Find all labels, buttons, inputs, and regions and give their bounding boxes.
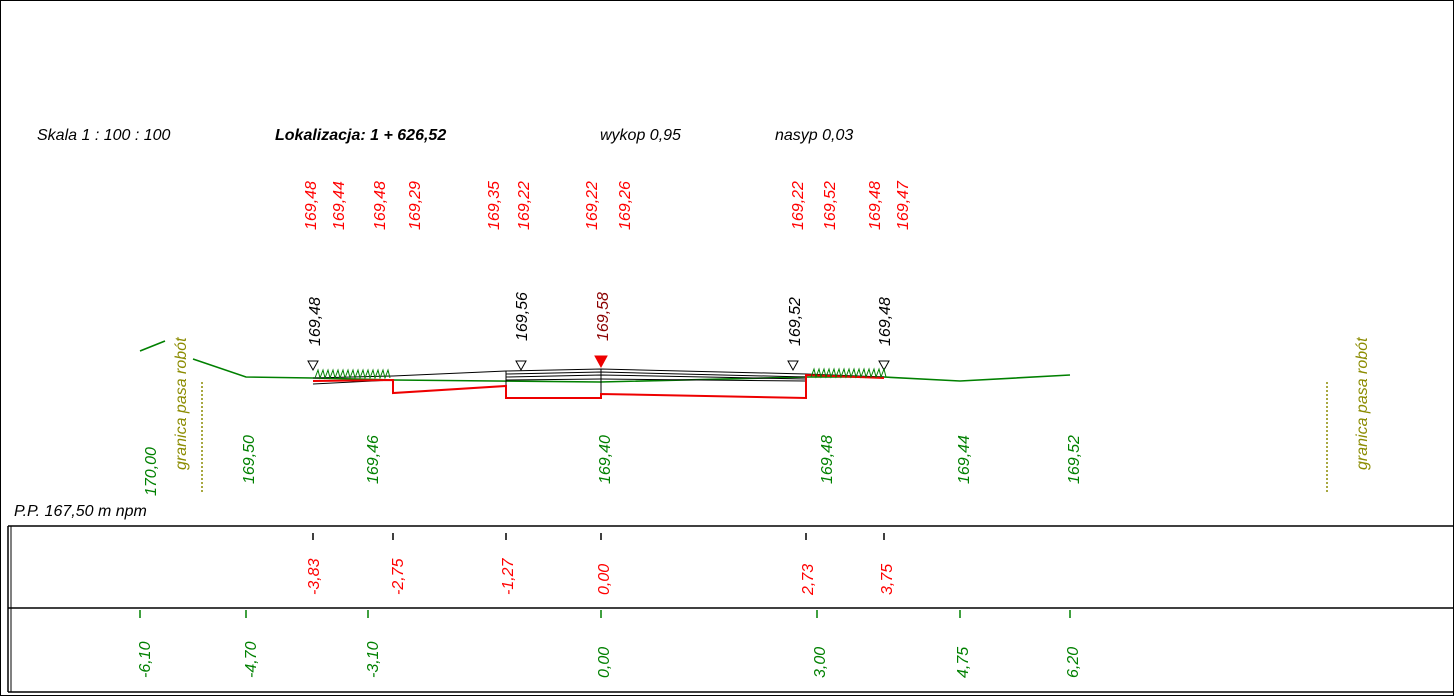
design-offset: -1,27: [500, 557, 517, 595]
terrain-offset-ticks: [139, 610, 1071, 618]
design-elevation: 169,26: [617, 181, 634, 230]
terrain-offset: 3,00: [812, 647, 829, 678]
design-offset: -2,75: [390, 558, 407, 595]
design-elevation: 169,48: [303, 181, 320, 230]
scale-label: Skala 1 : 100 : 100: [37, 127, 171, 144]
design-offset: 2,73: [800, 564, 817, 596]
design-elevation: 169,22: [584, 181, 601, 230]
offset-table: [7, 525, 1454, 693]
design-elevation: 169,22: [790, 181, 807, 230]
terrain-line: [192, 358, 1071, 383]
design-elevation: 169,44: [331, 181, 348, 230]
design-offset: -3,83: [306, 558, 323, 595]
location-label: Lokalizacja: 1 + 626,52: [275, 127, 446, 144]
terrain-elevation: 170,00: [143, 447, 160, 496]
design-elevation: 169,47: [895, 180, 912, 230]
design-elevation: 169,35: [486, 181, 503, 230]
design-elevation: 169,48: [867, 181, 884, 230]
terrain-elevation: 169,44: [956, 435, 973, 484]
point-elevation: 169,52: [787, 297, 804, 346]
design-offset: 3,75: [879, 564, 896, 595]
cut-label: wykop 0,95: [600, 127, 681, 144]
terrain-offset: 0,00: [596, 647, 613, 678]
design-elevation: 169,52: [822, 181, 839, 230]
design-elevation: 169,48: [372, 181, 389, 230]
terrain-elevation: 169,46: [365, 435, 382, 484]
terrain-offset: -6,10: [137, 641, 154, 678]
terrain-elevation: 169,40: [597, 435, 614, 484]
terrain-offset: 4,75: [955, 647, 972, 678]
point-elevation-axis: 169,58: [595, 292, 612, 341]
work-boundary-label-right: granica pasa robót: [1354, 337, 1371, 470]
terrain-slope-mark: [139, 340, 166, 352]
elevation-markers: [307, 355, 890, 372]
design-elevations: 169,48 169,44 169,48 169,29 169,35 169,2…: [303, 180, 912, 230]
work-boundary-label-left: granica pasa robót: [173, 337, 190, 470]
design-offset-ticks: [312, 533, 885, 540]
point-elevation: 169,56: [514, 292, 531, 341]
design-elevation: 169,22: [516, 181, 533, 230]
design-offset: 0,00: [596, 564, 613, 595]
terrain-elevation: 169,52: [1066, 435, 1083, 484]
terrain-elevation: 169,50: [241, 435, 258, 484]
design-elevation: 169,29: [407, 181, 424, 230]
terrain-offset: -4,70: [243, 641, 260, 678]
open-triangle-marker: [515, 360, 527, 372]
open-triangle-marker: [878, 360, 890, 372]
grass-hatching: [314, 367, 887, 380]
point-elevation: 169,48: [877, 297, 894, 346]
terrain-elevations: 170,00 169,50 169,46 169,40 169,48 169,4…: [143, 435, 1083, 496]
terrain-offsets: -6,10 -4,70 -3,10 0,00 3,00 4,75 6,20: [137, 641, 1082, 678]
terrain-offset: 6,20: [1065, 647, 1082, 678]
open-triangle-marker: [787, 360, 799, 372]
point-elevation: 169,48: [307, 297, 324, 346]
datum-label: P.P. 167,50 m npm: [14, 503, 147, 520]
terrain-elevation: 169,48: [819, 435, 836, 484]
point-elevations: 169,48 169,56 169,58 169,52 169,48: [307, 292, 894, 346]
open-triangle-marker: [307, 360, 319, 372]
design-subgrade-line: [312, 373, 885, 400]
terrain-offset: -3,10: [365, 641, 382, 678]
design-offsets: -3,83 -2,75 -1,27 0,00 2,73 3,75: [306, 557, 896, 596]
axis-triangle-marker: [594, 355, 608, 369]
fill-label: nasyp 0,03: [775, 127, 853, 144]
